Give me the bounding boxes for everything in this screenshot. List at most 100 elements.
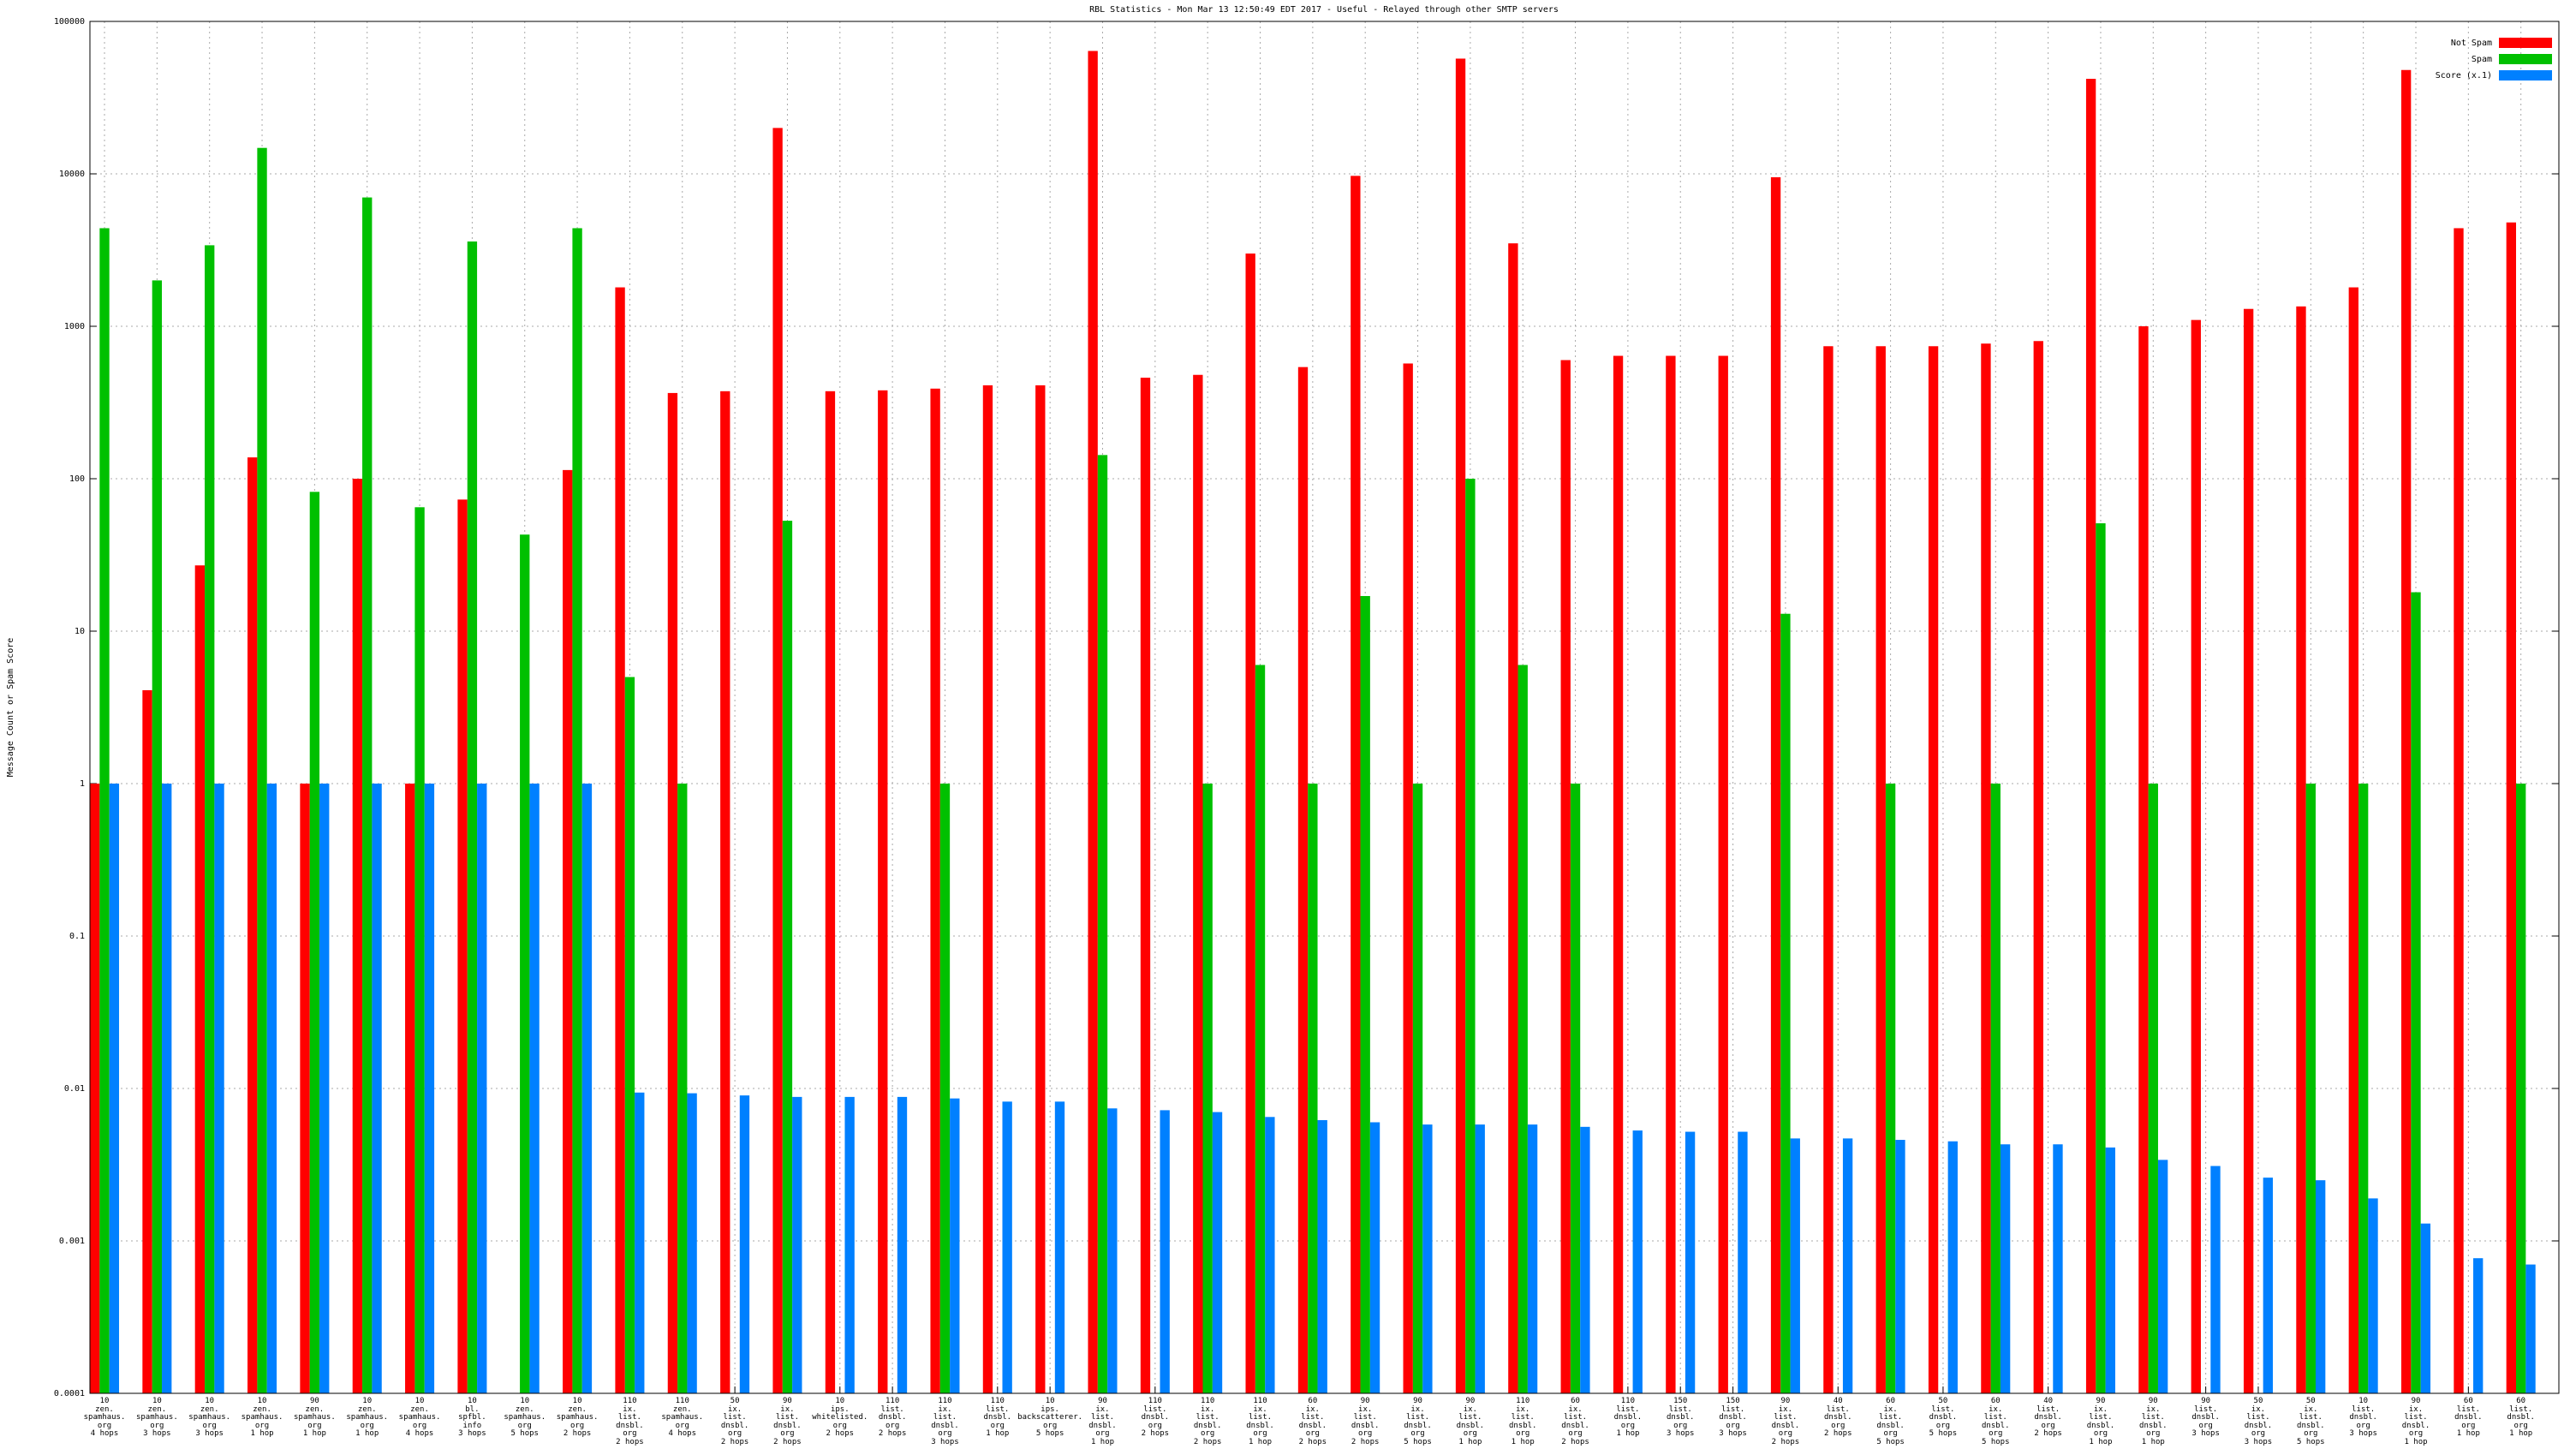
- x-tick-label: 50 list. dnsbl. org 5 hops: [1929, 1397, 1958, 1438]
- bar: [1160, 1110, 1170, 1393]
- bar: [1780, 613, 1791, 1393]
- bar: [1580, 1126, 1590, 1393]
- x-tick-label: 60 ix. list. dnsbl. org 2 hops: [1561, 1397, 1589, 1446]
- bar: [1718, 355, 1728, 1393]
- x-tick-label: 90 ix. list. dnsbl. org 2 hops: [773, 1397, 802, 1446]
- x-tick-label: 10 list. dnsbl. org 3 hops: [2349, 1397, 2377, 1438]
- bar: [2525, 1264, 2536, 1393]
- bar: [1947, 1141, 1958, 1393]
- bar: [897, 1096, 908, 1393]
- bar: [1990, 784, 2001, 1393]
- bar: [930, 388, 940, 1393]
- chart-title: RBL Statistics - Mon Mar 13 12:50:49 EDT…: [1089, 5, 1559, 15]
- bar: [405, 784, 415, 1393]
- x-tick-label: 110 ix. list. dnsbl. org 3 hops: [931, 1397, 959, 1446]
- x-tick-label: 10 zen. spamhaus. org 2 hops: [556, 1397, 599, 1438]
- y-tick-label: 10: [75, 627, 85, 636]
- bar: [1308, 784, 1318, 1393]
- bar: [1265, 1117, 1275, 1393]
- bar: [1527, 1124, 1538, 1393]
- x-tick-label: 110 ix. list. dnsbl. org 1 hop: [1508, 1397, 1537, 1446]
- bar: [950, 1098, 960, 1393]
- x-tick-label: 10 zen. spamhaus. org 1 hop: [241, 1397, 283, 1438]
- x-tick-label: 50 ix. list. dnsbl. org 2 hops: [720, 1397, 749, 1446]
- bar: [2096, 523, 2106, 1393]
- x-tick-label: 90 ix. list. dnsbl. org 2 hops: [1771, 1397, 1800, 1446]
- bar: [2105, 1147, 2115, 1393]
- bar: [844, 1096, 855, 1393]
- bar: [1875, 346, 1886, 1394]
- x-tick-label: 110 ix. list. dnsbl. org 2 hops: [1193, 1397, 1222, 1446]
- bar: [1455, 58, 1466, 1394]
- bar: [1560, 360, 1571, 1394]
- bar: [1107, 1108, 1118, 1393]
- bar: [1570, 784, 1581, 1393]
- y-tick-label: 0.001: [59, 1237, 85, 1246]
- bar: [624, 677, 635, 1393]
- y-tick-label: 0.1: [69, 932, 85, 941]
- bar: [257, 147, 267, 1394]
- bar: [1360, 595, 1370, 1393]
- legend-label: Spam: [2472, 55, 2492, 64]
- bar: [520, 534, 530, 1393]
- bar: [1140, 378, 1151, 1394]
- x-tick-label: 60 list. dnsbl. org 1 hop: [2507, 1397, 2535, 1438]
- bar: [982, 385, 993, 1394]
- bar: [1613, 355, 1624, 1393]
- bar: [939, 784, 951, 1393]
- bar: [2473, 1258, 2484, 1393]
- x-tick-label: 10 ips. backscatterer. org 5 hops: [1017, 1397, 1083, 1438]
- bar: [1369, 1122, 1380, 1393]
- x-tick-label: 10 zen. spamhaus. org 4 hops: [83, 1397, 126, 1438]
- bar: [1632, 1130, 1643, 1393]
- bar: [2053, 1144, 2063, 1393]
- y-tick-label: 10000: [59, 170, 85, 179]
- bar: [1475, 1124, 1485, 1393]
- bar: [782, 521, 793, 1393]
- bar: [1885, 784, 1896, 1393]
- x-tick-label: 150 list. dnsbl. org 3 hops: [1719, 1397, 1747, 1438]
- bar: [424, 784, 435, 1393]
- x-tick-label: 40 list. dnsbl. org 2 hops: [2034, 1397, 2062, 1438]
- x-tick-label: 90 ix. list. dnsbl. org 2 hops: [1351, 1397, 1380, 1446]
- bar: [1351, 176, 1361, 1394]
- bar: [247, 457, 258, 1393]
- bar: [878, 390, 888, 1393]
- x-tick-label: 90 zen. spamhaus. org 1 hop: [293, 1397, 336, 1438]
- bar: [372, 784, 382, 1393]
- bar: [635, 1092, 645, 1393]
- bar: [1097, 455, 1108, 1394]
- bar: [1088, 51, 1098, 1393]
- bar: [2210, 1166, 2221, 1393]
- bar: [2296, 306, 2306, 1394]
- bar: [720, 391, 730, 1393]
- bar: [142, 689, 152, 1393]
- bar: [194, 565, 206, 1393]
- bar: [1035, 385, 1046, 1394]
- x-tick-label: 40 list. dnsbl. org 2 hops: [1823, 1397, 1852, 1438]
- bar: [1255, 665, 1266, 1393]
- legend-swatch: [2499, 70, 2552, 80]
- bar: [1928, 346, 1939, 1394]
- bar: [1685, 1131, 1696, 1393]
- y-tick-label: 0.0001: [54, 1389, 85, 1398]
- y-tick-label: 100000: [54, 17, 85, 27]
- plot-frame: [89, 21, 2560, 1394]
- bar: [2315, 1180, 2326, 1393]
- bar: [615, 287, 625, 1393]
- bar: [2358, 784, 2369, 1393]
- bar: [1422, 1124, 1433, 1393]
- bar: [1895, 1140, 1905, 1393]
- bar: [1666, 355, 1676, 1393]
- x-tick-label: 110 list. dnsbl. org 2 hops: [1141, 1397, 1170, 1438]
- bar: [300, 784, 310, 1393]
- x-tick-label: 60 ix. list. dnsbl. org 5 hops: [1876, 1397, 1905, 1446]
- x-tick-label: 90 ix. list. dnsbl. org 1 hop: [2086, 1397, 2115, 1446]
- bar: [214, 784, 224, 1393]
- y-tick-label: 1: [80, 779, 85, 789]
- bar: [2454, 228, 2464, 1393]
- y-tick-label: 1000: [64, 322, 85, 331]
- x-tick-label: 60 ix. list. dnsbl. org 5 hops: [1982, 1397, 2010, 1446]
- bar: [1508, 243, 1518, 1393]
- bar: [1770, 176, 1781, 1393]
